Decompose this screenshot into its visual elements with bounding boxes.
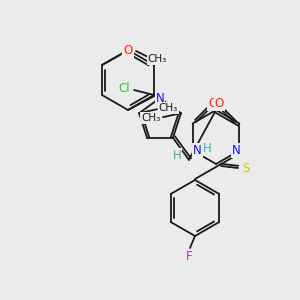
Text: O: O <box>123 44 133 58</box>
Text: N: N <box>156 92 164 104</box>
Text: O: O <box>208 97 217 110</box>
Text: CH₃: CH₃ <box>147 54 167 64</box>
Text: N: N <box>193 144 202 157</box>
Text: Cl: Cl <box>118 82 130 94</box>
Text: N: N <box>232 144 241 157</box>
Text: O: O <box>215 97 224 110</box>
Text: S: S <box>242 163 250 176</box>
Text: CH₃: CH₃ <box>158 103 178 113</box>
Text: H: H <box>172 149 181 162</box>
Text: H: H <box>203 142 212 155</box>
Text: F: F <box>186 250 192 262</box>
Text: CH₃: CH₃ <box>141 113 160 123</box>
